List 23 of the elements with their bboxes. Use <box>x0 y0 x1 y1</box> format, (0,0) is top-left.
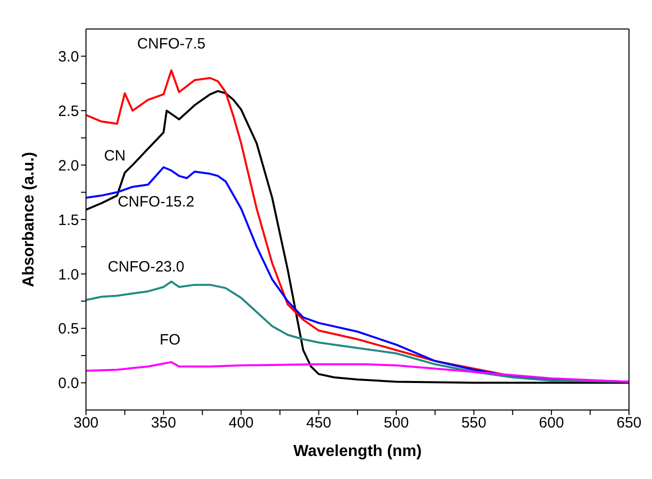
y-tick-label: 3.0 <box>58 48 79 66</box>
series-label: CNFO-23.0 <box>108 258 184 276</box>
x-axis-title: Wavelength (nm) <box>293 443 422 460</box>
y-tick-label: 2.5 <box>58 102 79 120</box>
y-tick-label: 0.5 <box>58 320 79 338</box>
series-label: CNFO-15.2 <box>118 194 194 211</box>
x-tick-label: 350 <box>151 414 176 432</box>
x-tick-label: 450 <box>306 414 332 432</box>
y-tick-label: 1.5 <box>58 212 79 229</box>
line-series <box>86 361 629 383</box>
y-tick-label: 1.0 <box>58 266 79 284</box>
x-tick-label: 500 <box>384 414 409 432</box>
x-tick-label: 600 <box>538 414 564 432</box>
series-label: CNFO-7.5 <box>137 35 206 52</box>
series-label: CN <box>104 148 126 165</box>
x-tick-label: 650 <box>616 414 642 432</box>
y-axis-title: Absorbance (a.u.) <box>20 152 38 288</box>
x-tick-label: 400 <box>228 414 254 432</box>
x-tick-label: 550 <box>461 414 486 432</box>
y-tick-label: 0.0 <box>58 375 79 392</box>
x-tick-label: 300 <box>73 414 99 432</box>
series-label: FO <box>160 331 180 348</box>
y-tick-label: 2.0 <box>58 157 79 174</box>
